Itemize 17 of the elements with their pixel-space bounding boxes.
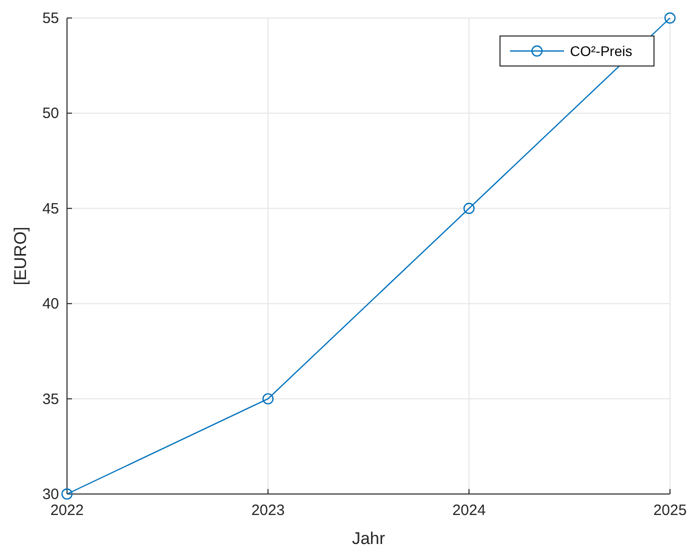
point <box>463 202 475 214</box>
y-tick-label: 50 <box>42 105 59 122</box>
y-tick-label: 30 <box>42 486 59 503</box>
point <box>61 488 73 500</box>
y-axis-title: [EURO] <box>11 226 30 286</box>
y-tick-label: 55 <box>42 10 59 27</box>
x-tick-label: 2024 <box>452 502 486 519</box>
x-tick-label: 2025 <box>653 502 687 519</box>
x-axis-title: Jahr <box>352 529 386 548</box>
point <box>664 12 676 24</box>
y-tick-label: 45 <box>42 200 59 218</box>
y-tick-label: 35 <box>42 390 59 408</box>
y-tick-label: 40 <box>42 296 59 313</box>
legend-label: CO²-Preis <box>570 43 632 59</box>
point <box>262 393 274 404</box>
x-tick-label: 2023 <box>251 502 285 519</box>
x-tick-label: 2022 <box>50 502 84 519</box>
